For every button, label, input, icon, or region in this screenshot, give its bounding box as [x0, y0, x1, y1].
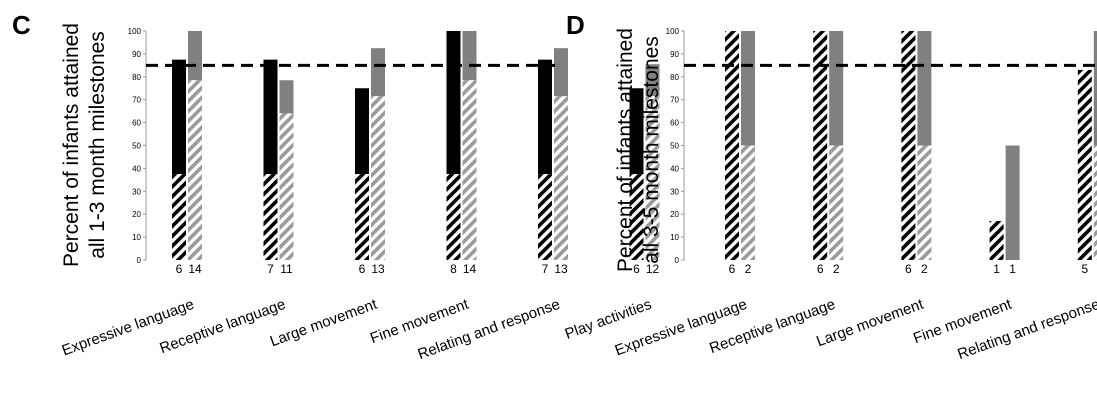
- bar-upper-segment: [263, 59, 278, 175]
- bar-upper-segment: [1005, 145, 1020, 260]
- y-tick-label: 10: [132, 233, 141, 242]
- y-tick-label: 100: [128, 27, 142, 36]
- sample-size-label: 13: [554, 262, 568, 276]
- bar-lower-hatched-segment: [554, 96, 568, 260]
- bar-upper-segment: [829, 31, 844, 146]
- sample-size-label: 6: [176, 262, 183, 276]
- sample-size-label: 2: [745, 262, 752, 276]
- sample-size-label: 7: [542, 262, 549, 276]
- sample-size-label: 6: [729, 262, 736, 276]
- bar-lower-hatched-segment: [741, 145, 755, 260]
- sample-size-label: 8: [450, 262, 457, 276]
- sample-size-label: 6: [817, 262, 824, 276]
- sample-size-label: 11: [280, 262, 293, 276]
- sample-size-label: 6: [359, 262, 366, 276]
- bar-lower-hatched-segment: [263, 174, 278, 260]
- bar-lower-hatched-segment: [1093, 145, 1097, 260]
- bar-lower-hatched-segment: [188, 80, 202, 260]
- y-tick-label: 50: [670, 142, 679, 151]
- bar-upper-segment: [1093, 31, 1097, 146]
- y-tick-label: 60: [670, 119, 679, 128]
- bar-lower-hatched-segment: [172, 174, 186, 260]
- y-axis-label: all 3-5 month milestones: [640, 36, 663, 264]
- bar-lower-hatched-segment: [538, 174, 552, 260]
- y-tick-label: 20: [132, 210, 141, 219]
- y-tick-label: 20: [670, 210, 679, 219]
- bar-lower-hatched-segment: [989, 221, 1004, 260]
- y-tick-label: 50: [132, 142, 141, 151]
- y-tick-label: 10: [670, 233, 679, 242]
- bar-lower-hatched-segment: [725, 31, 739, 260]
- y-tick-label: 80: [670, 73, 679, 82]
- panel-letter: D: [566, 10, 585, 40]
- bar-upper-segment: [446, 31, 461, 175]
- y-tick-label: 80: [132, 73, 141, 82]
- bar-lower-hatched-segment: [371, 96, 385, 260]
- bar-upper-segment: [188, 31, 202, 81]
- sample-size-label: 14: [463, 262, 477, 276]
- y-tick-label: 70: [132, 96, 141, 105]
- y-tick-label: 90: [132, 50, 141, 59]
- y-tick-label: 90: [670, 50, 679, 59]
- bar-lower-hatched-segment: [901, 31, 916, 260]
- y-tick-label: 30: [132, 187, 141, 196]
- bar-upper-segment: [629, 88, 644, 175]
- bar-lower-hatched-segment: [462, 80, 477, 260]
- sample-size-label: 1: [993, 262, 1000, 276]
- y-tick-label: 100: [666, 27, 680, 36]
- bar-lower-hatched-segment: [1077, 69, 1092, 261]
- sample-size-label: 13: [371, 262, 385, 276]
- y-tick-label: 0: [675, 256, 680, 265]
- sample-size-label: 2: [833, 262, 840, 276]
- category-label: Relating and response: [955, 296, 1097, 363]
- bar-lower-hatched-segment: [645, 96, 660, 260]
- bar-upper-segment: [741, 31, 755, 146]
- bar-lower-hatched-segment: [279, 113, 294, 260]
- bar-lower-hatched-segment: [629, 174, 644, 260]
- bar-upper-segment: [554, 48, 568, 97]
- y-tick-label: 30: [670, 187, 679, 196]
- bar-upper-segment: [917, 31, 932, 146]
- y-tick-label: 40: [132, 164, 141, 173]
- bar-lower-hatched-segment: [446, 174, 461, 260]
- bar-upper-segment: [371, 48, 385, 97]
- bar-lower-hatched-segment: [829, 145, 844, 260]
- bar-upper-segment: [645, 64, 660, 97]
- sample-size-label: 5: [1081, 262, 1088, 276]
- y-tick-label: 40: [670, 164, 679, 173]
- bar-upper-segment: [279, 80, 294, 114]
- bar-upper-segment: [462, 31, 477, 81]
- y-tick-label: 60: [132, 119, 141, 128]
- sample-size-label: 2: [921, 262, 928, 276]
- sample-size-label: 1: [1009, 262, 1016, 276]
- sample-size-label: 6: [905, 262, 912, 276]
- bar-lower-hatched-segment: [813, 31, 828, 260]
- bar-lower-hatched-segment: [355, 174, 369, 260]
- sample-size-label: 12: [646, 262, 660, 276]
- bar-upper-segment: [538, 59, 552, 175]
- bar-lower-hatched-segment: [917, 145, 932, 260]
- sample-size-label: 7: [267, 262, 274, 276]
- sample-size-label: 14: [188, 262, 202, 276]
- bar-upper-segment: [355, 88, 369, 175]
- y-axis-label: Percent of infants attained: [614, 28, 637, 272]
- y-tick-label: 70: [670, 96, 679, 105]
- y-tick-label: 0: [137, 256, 142, 265]
- panel-c: C Percent of infants attained all 1-3 mont…: [12, 10, 660, 363]
- bar-upper-segment: [172, 59, 186, 175]
- panel-letter: C: [12, 10, 31, 40]
- sample-size-label: 6: [633, 262, 640, 276]
- y-axis-label: all 1-3 month milestones: [86, 31, 109, 259]
- y-axis-label: Percent of infants attained: [60, 23, 83, 267]
